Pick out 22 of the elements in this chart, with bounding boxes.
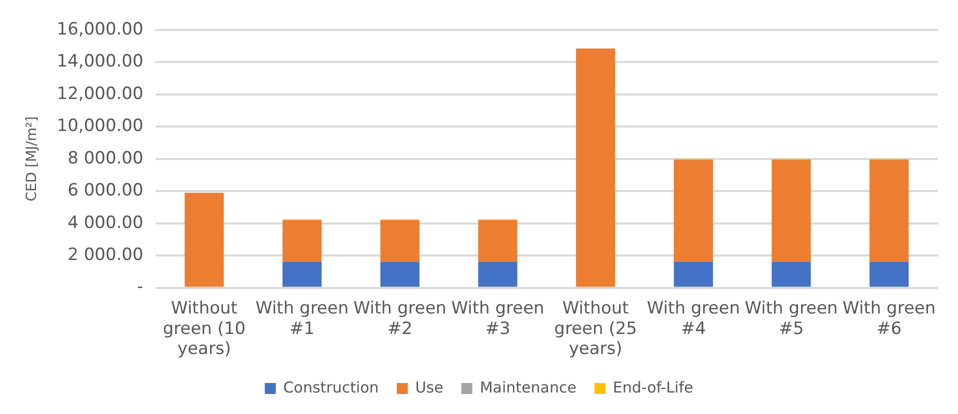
x-tick-label: With green #4 [646,298,740,339]
x-tick-label: Without green (25 years) [554,298,637,360]
x-tick-label: With green #1 [256,298,349,339]
y-tick-label: 6 000.00 [68,180,144,201]
y-tick-label: 8 000.00 [68,148,144,168]
legend-label: Maintenance [480,378,576,396]
x-tick-label: Without green (10 years) [162,298,246,360]
y-tick-label: - [137,277,144,298]
x-tick-label: With green #5 [744,298,838,339]
x-tick-label: With green #2 [353,298,446,339]
x-tick-label: With green #6 [842,298,936,339]
y-axis-title: CED [MJ/m²] [24,116,40,202]
y-tick-label: 4 000.00 [68,212,144,233]
legend-label: End-of-Life [612,378,694,396]
y-tick-label: 2 000.00 [68,244,144,265]
y-tick-label: 14,000.00 [56,52,144,72]
legend-label: Use [415,378,444,396]
x-tick-label: With green #3 [451,298,544,339]
y-tick-label: 10,000.00 [56,116,144,136]
legend-label: Construction [283,378,379,396]
y-tick-label: 16,000.00 [56,19,144,40]
y-tick-label: 12,000.00 [56,84,144,104]
